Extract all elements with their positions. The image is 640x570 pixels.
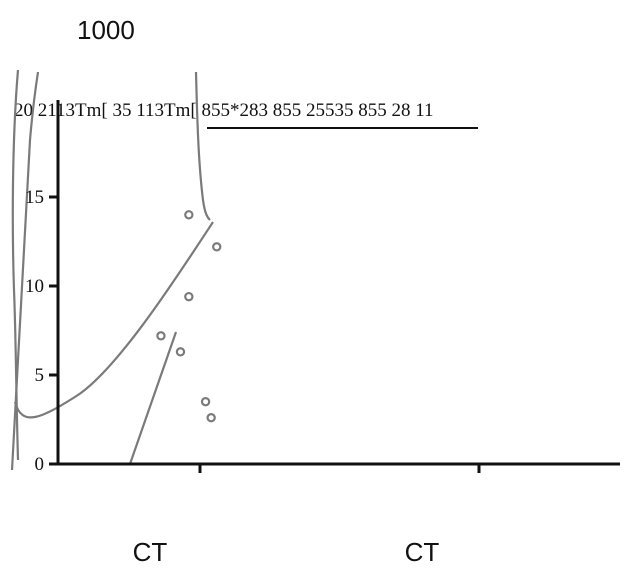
y-tick-label: 0	[35, 454, 45, 475]
curve-u-shape	[13, 221, 214, 419]
y-tick-label: 10	[25, 276, 44, 297]
curve-left-bend	[11, 69, 20, 461]
scatter-point	[175, 347, 186, 357]
fit-line-lower	[128, 331, 178, 465]
scatter-point	[156, 331, 166, 341]
category-label: CT	[133, 537, 168, 567]
curve-top-hook	[194, 71, 211, 221]
scatter-point	[184, 291, 194, 302]
decorative-curves	[10, 69, 214, 471]
scatter-point	[184, 210, 194, 220]
title-text: 1000	[77, 15, 135, 45]
scatter-point	[200, 397, 211, 407]
data-points	[156, 210, 222, 423]
garbled-header-text: 20 2113Tm[ 35 113Tm[ 855*283 855 25535 8…	[14, 100, 434, 121]
scatter-point	[206, 413, 216, 423]
garbled-header: 20 2113Tm[ 35 113Tm[ 855*283 855 25535 8…	[14, 100, 478, 129]
axes	[56, 100, 620, 473]
y-tick-label: 15	[25, 187, 44, 208]
category-label: CT	[405, 537, 440, 567]
y-ticks: 0 5 10 15	[25, 187, 58, 475]
category-labels: CT CT	[133, 537, 440, 567]
scatter-point	[212, 242, 222, 252]
y-tick-label: 5	[35, 365, 45, 386]
chart-title: 1000	[77, 15, 135, 45]
